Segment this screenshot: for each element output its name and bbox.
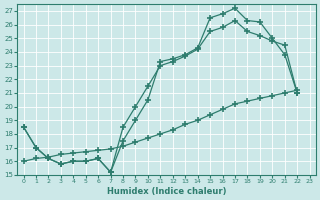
X-axis label: Humidex (Indice chaleur): Humidex (Indice chaleur) xyxy=(107,187,226,196)
